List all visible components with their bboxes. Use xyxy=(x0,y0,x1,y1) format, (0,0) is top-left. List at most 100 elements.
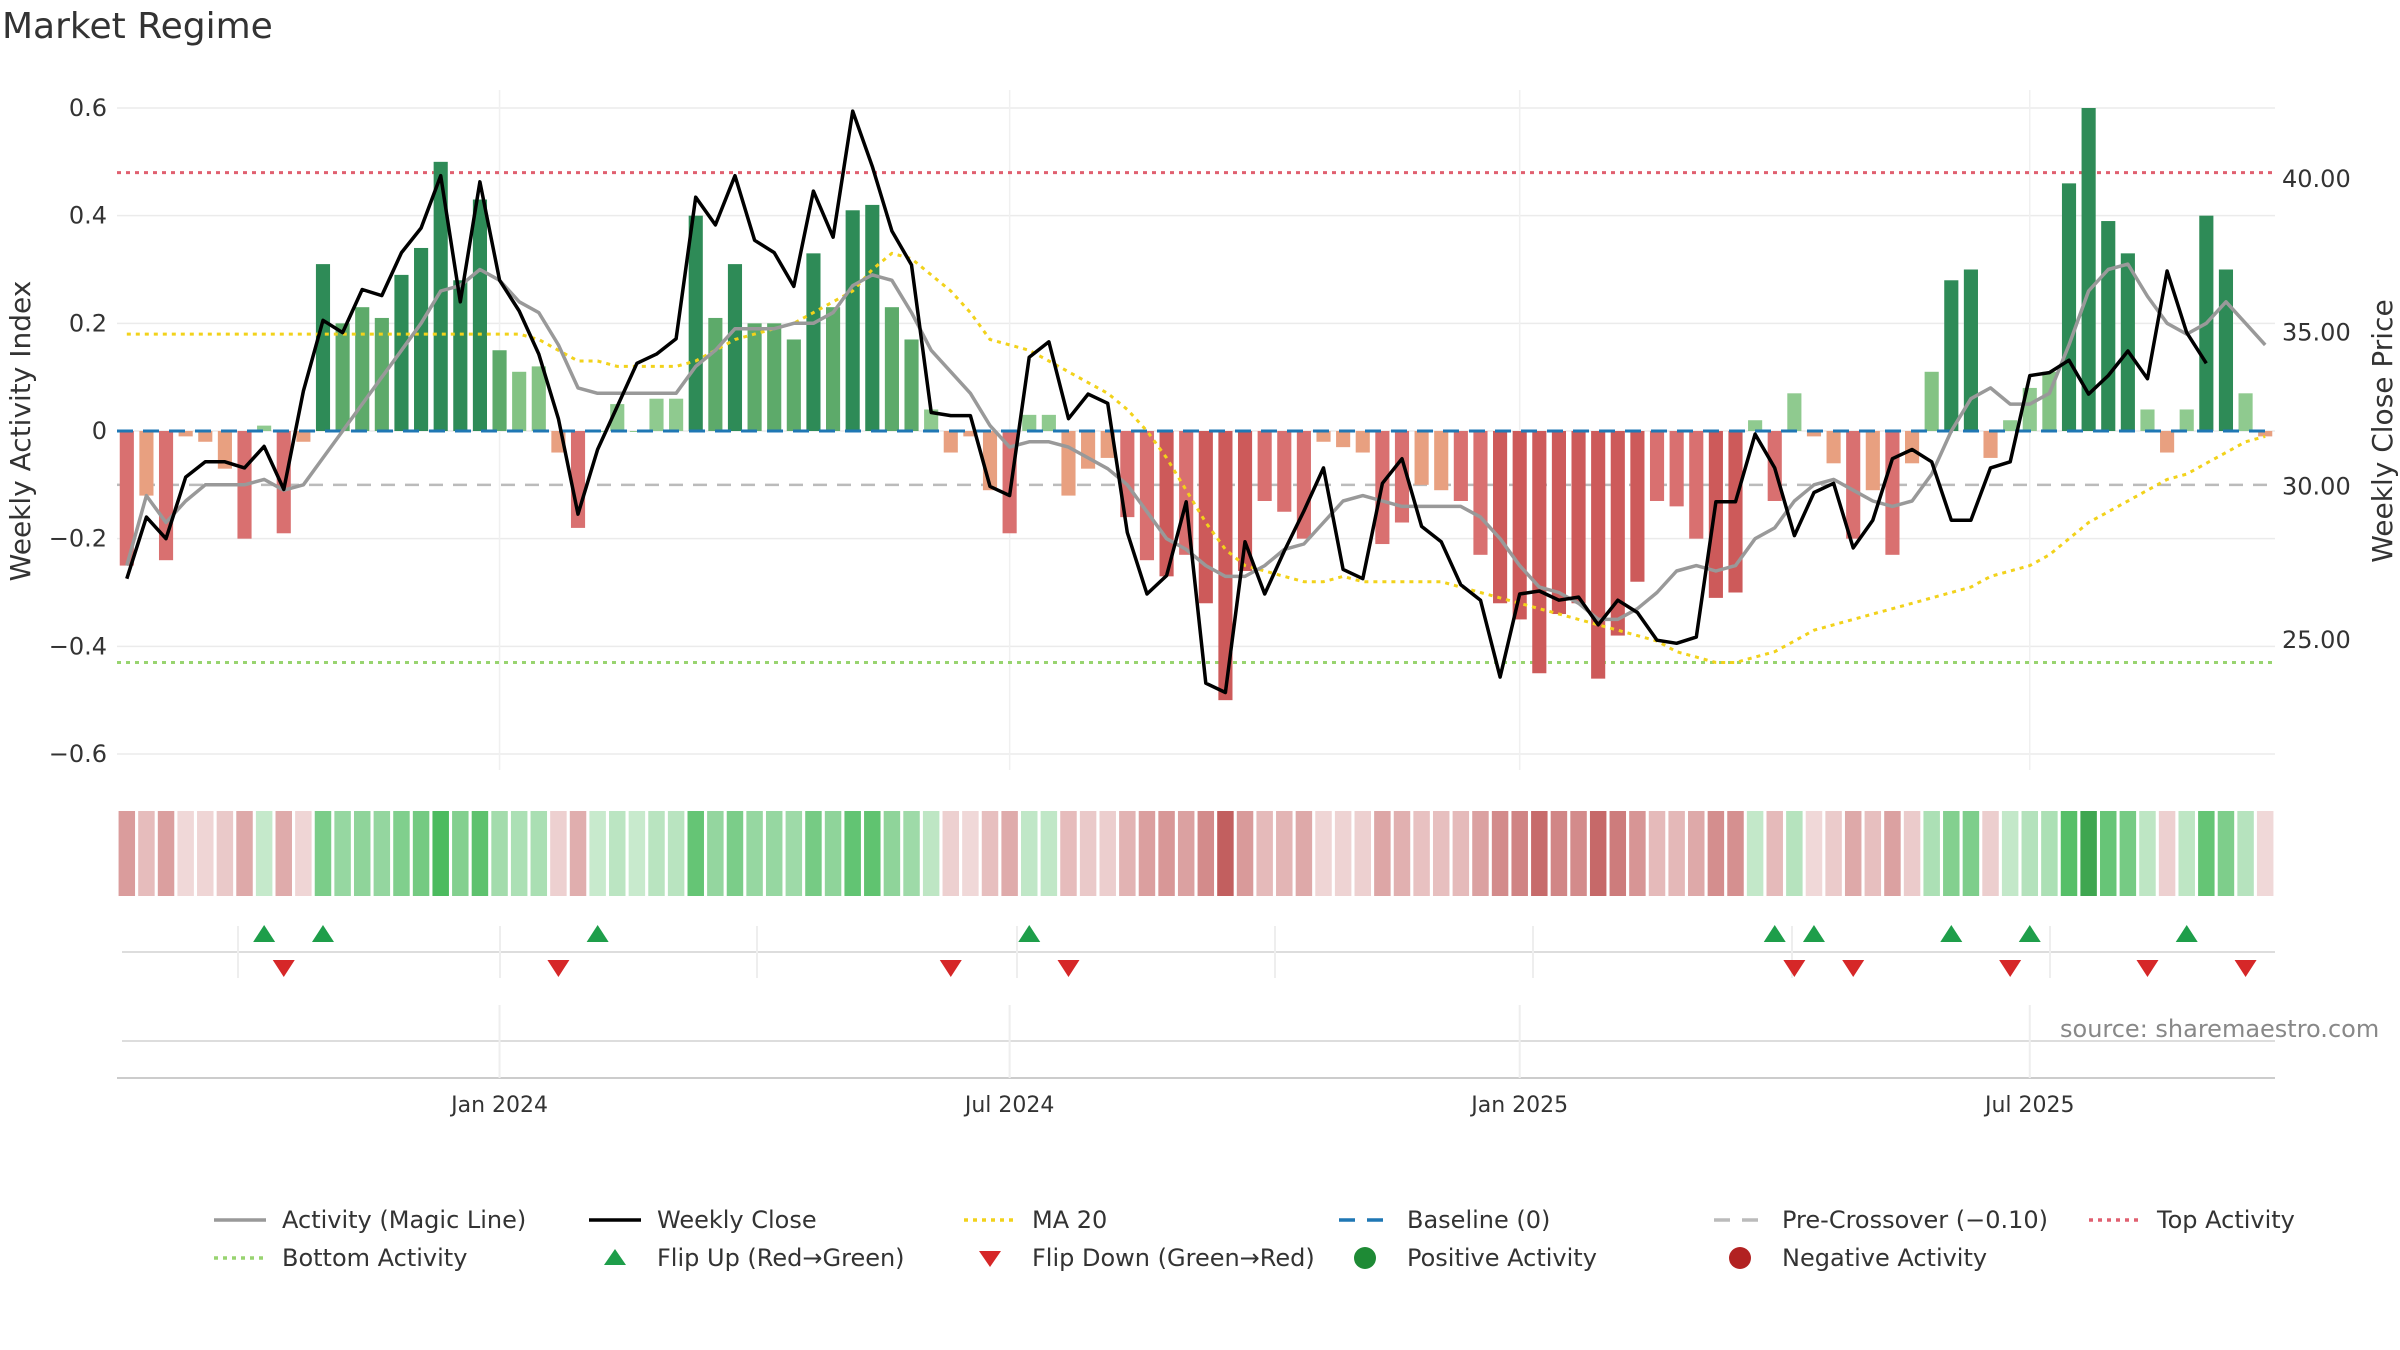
activity-bar xyxy=(747,323,762,431)
regime-strip-cell xyxy=(452,811,469,896)
x-tick-label: Jul 2025 xyxy=(1983,1093,2075,1118)
legend-item: Flip Up (Red→Green) xyxy=(585,1243,960,1273)
legend-swatch-line xyxy=(214,1218,266,1222)
flip-down-marker xyxy=(272,960,295,977)
activity-bar xyxy=(806,253,821,431)
activity-bar xyxy=(296,431,311,442)
regime-strip-cell xyxy=(510,811,528,896)
activity-bar xyxy=(1473,431,1488,555)
regime-strip-cell xyxy=(1629,811,1646,896)
activity-bar xyxy=(1630,431,1645,582)
regime-strip-cell xyxy=(1472,811,1489,896)
regime-strip-cell xyxy=(1158,811,1175,896)
activity-bar xyxy=(531,366,546,431)
regime-strip-cell xyxy=(628,811,646,896)
activity-bar xyxy=(2238,393,2253,431)
activity-bar xyxy=(2061,183,2077,431)
flip-up-marker xyxy=(1940,925,1963,942)
y-left-tick-label: −0.2 xyxy=(49,525,107,553)
regime-strip-cell xyxy=(2256,811,2274,896)
regime-strip-cell xyxy=(1491,811,1509,896)
y-right-axis-title: Weekly Close Price xyxy=(2366,299,2399,562)
activity-bar xyxy=(669,398,684,431)
regime-strip-cell xyxy=(765,811,783,896)
regime-strip-cell xyxy=(1197,811,1215,896)
flip-up-marker xyxy=(1018,925,1041,942)
regime-strip-cell xyxy=(1413,811,1430,896)
flip-down-marker xyxy=(939,960,962,977)
legend-label: Bottom Activity xyxy=(282,1244,468,1272)
activity-bar xyxy=(688,215,703,431)
regime-strip-cell xyxy=(922,811,940,896)
regime-strip-cell xyxy=(1452,811,1470,896)
regime-strip-cell xyxy=(1825,811,1842,896)
activity-bar xyxy=(2081,108,2096,431)
activity-bar xyxy=(1591,431,1606,679)
chart-legend: Activity (Magic Line) Weekly Close MA 20 Ba… xyxy=(210,1205,2350,1273)
activity-bar xyxy=(512,371,527,431)
flip-up-marker xyxy=(1802,925,1825,942)
regime-strip-cell xyxy=(373,811,391,896)
regime-strip-cell xyxy=(1256,811,1273,896)
regime-strip-cell xyxy=(393,811,410,896)
regime-strip-cell xyxy=(2158,811,2176,896)
regime-strip-cell xyxy=(177,811,194,896)
regime-strip-cell xyxy=(2100,811,2117,896)
activity-bar xyxy=(119,431,134,566)
legend-swatch-mark xyxy=(1354,1247,1376,1269)
legend-item: Negative Activity xyxy=(1710,1243,2085,1273)
activity-bar xyxy=(1414,431,1429,485)
legend-label: Positive Activity xyxy=(1407,1244,1597,1272)
y-left-tick-label: 0 xyxy=(92,417,107,445)
regime-strip-cell xyxy=(471,811,489,896)
regime-strip-cell xyxy=(236,811,253,896)
activity-bar xyxy=(158,431,174,561)
legend-label: Activity (Magic Line) xyxy=(282,1206,527,1234)
legend-label: Pre-Crossover (−0.10) xyxy=(1782,1206,2049,1234)
activity-bar xyxy=(178,431,193,437)
flip-up-marker xyxy=(311,925,334,942)
activity-bar xyxy=(1944,280,1959,431)
x-tick-label: Jan 2024 xyxy=(449,1093,548,1118)
regime-strip-cell xyxy=(648,811,665,896)
regime-strip-cell xyxy=(1903,811,1921,896)
activity-bar xyxy=(1689,431,1704,539)
activity-bar xyxy=(1787,393,1802,431)
legend-item: Flip Down (Green→Red) xyxy=(960,1243,1335,1273)
regime-strip-cell xyxy=(1276,811,1293,896)
regime-strip-cell xyxy=(216,811,234,896)
regime-strip-cell xyxy=(2237,811,2254,896)
regime-strip-cell xyxy=(824,811,842,896)
activity-bar xyxy=(1237,431,1253,571)
y-right-tick-label: 40.00 xyxy=(2282,165,2351,193)
flip-up-marker xyxy=(586,925,609,942)
y-left-tick-label: 0.2 xyxy=(69,309,107,337)
legend-item: Baseline (0) xyxy=(1335,1205,1710,1235)
regime-strip-cell xyxy=(726,811,744,896)
regime-strip-cell xyxy=(2178,811,2195,896)
activity-bar xyxy=(335,323,350,431)
activity-bar xyxy=(884,307,899,431)
legend-swatch-dotted xyxy=(2089,1218,2141,1222)
activity-bar xyxy=(767,323,782,431)
activity-bar xyxy=(433,161,448,432)
activity-bar xyxy=(1806,431,1822,437)
regime-strip-cell xyxy=(1021,811,1038,896)
activity-bar xyxy=(629,431,644,432)
legend-item: Pre-Crossover (−0.10) xyxy=(1710,1205,2085,1235)
regime-strip-cell xyxy=(2001,811,2019,896)
activity-bar xyxy=(2101,221,2116,431)
activity-bar xyxy=(1316,431,1331,442)
regime-strip-cell xyxy=(981,811,999,896)
activity-bar xyxy=(414,247,429,431)
regime-strip-cell xyxy=(1138,811,1156,896)
activity-bar xyxy=(1139,431,1155,561)
regime-strip-cell xyxy=(1982,811,1999,896)
regime-strip-cell xyxy=(1040,811,1058,896)
activity-bar xyxy=(1218,431,1233,701)
activity-bar xyxy=(1924,371,1939,431)
activity-bar xyxy=(2160,431,2175,453)
regime-strip-cell xyxy=(569,811,587,896)
regime-strip-cell xyxy=(667,811,685,896)
